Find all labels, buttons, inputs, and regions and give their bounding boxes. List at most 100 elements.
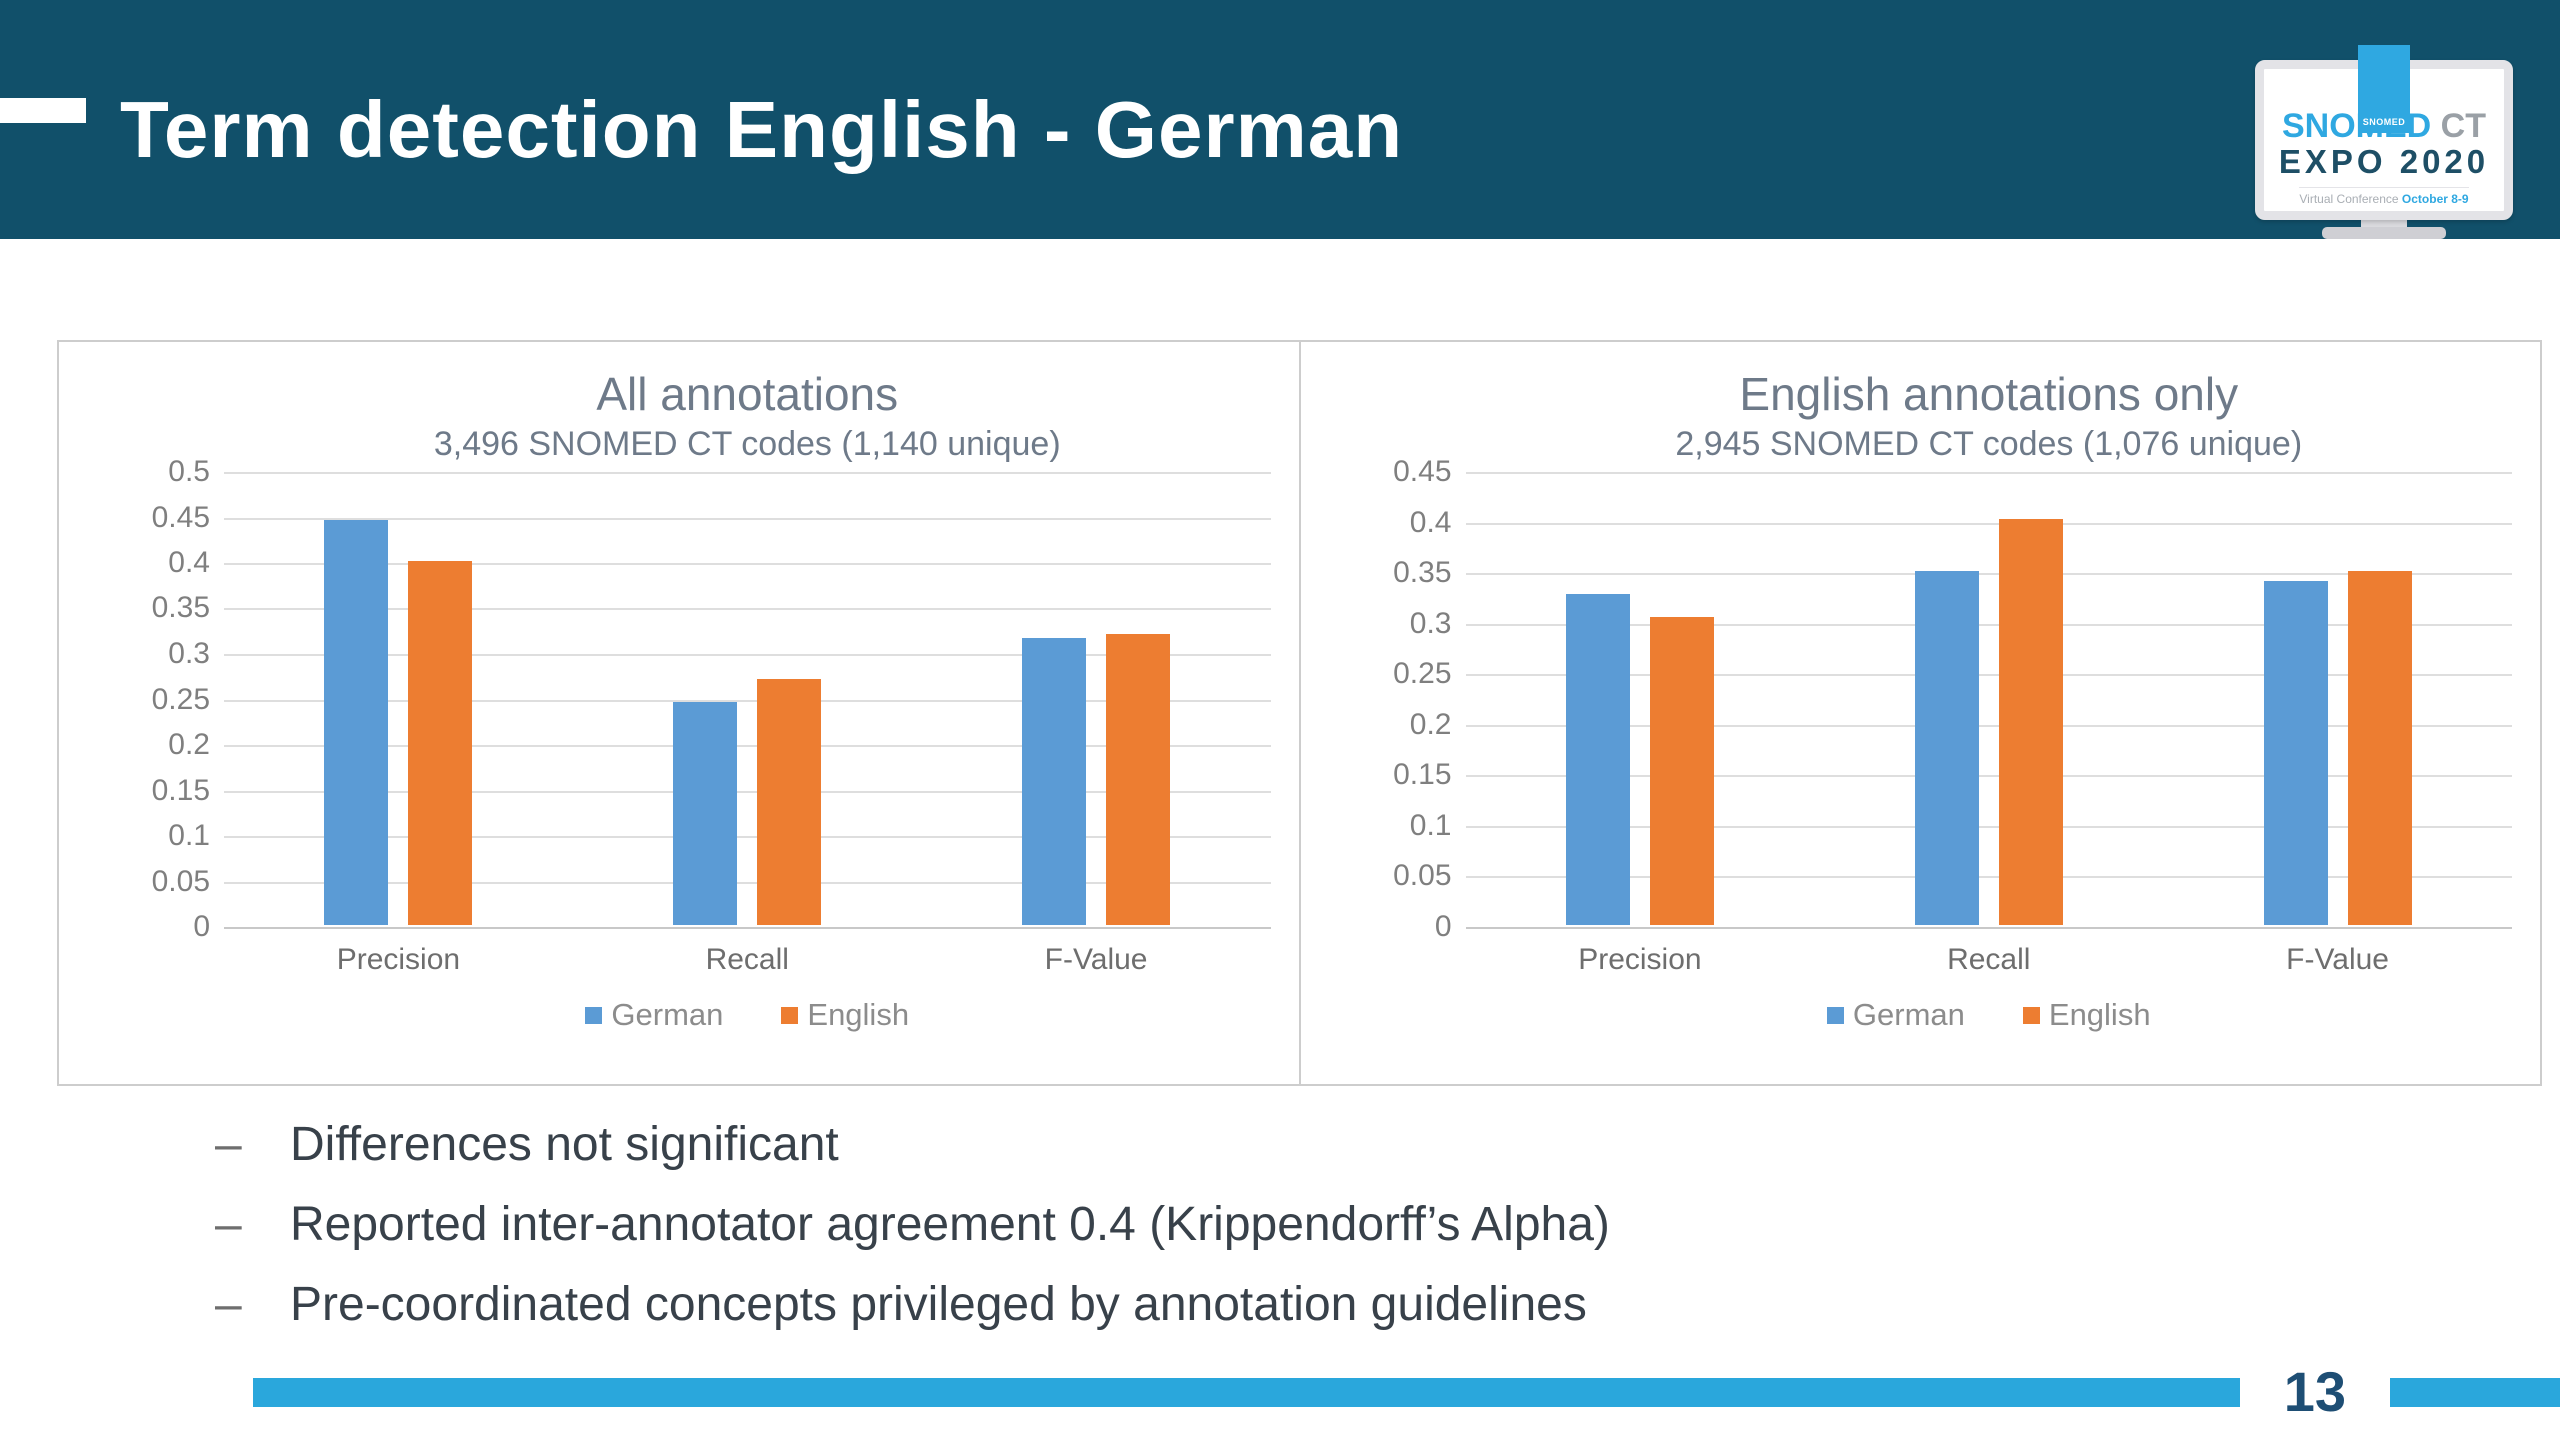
y-tick-label: 0.15	[1393, 758, 1452, 791]
bullet-text: Differences not significant	[290, 1118, 839, 1171]
gridline	[1465, 674, 2512, 676]
charts-container: All annotations 3,496 SNOMED CT codes (1…	[57, 340, 2542, 1086]
logo-screen: SNOMED CT EXPO 2020 Virtual Conference O…	[2264, 69, 2504, 211]
gridline	[224, 654, 1271, 656]
bar-group-precision	[1565, 594, 1714, 925]
plot-area	[224, 472, 1271, 929]
bar-german-recall	[673, 702, 738, 925]
y-tick-label: 0.35	[1393, 556, 1452, 589]
page-number: 13	[2283, 1360, 2346, 1423]
y-tick-label: 0	[193, 910, 210, 943]
chart-title: English annotations only	[1739, 368, 2239, 420]
plot-area	[1465, 472, 2512, 929]
gridline	[224, 791, 1271, 793]
y-tick-label: 0.25	[151, 683, 210, 716]
legend-label-english: English	[807, 997, 910, 1032]
x-axis-labels: Precision Recall F-Value	[1466, 927, 2513, 983]
legend-item-german: German	[585, 997, 723, 1033]
gridline	[224, 563, 1271, 565]
y-axis: 0 0.05 0.1 0.15 0.2 0.25 0.3 0.35 0.4 0.45 0.5	[59, 455, 224, 943]
bullet-list: – Differences not significant – Reported…	[215, 1118, 2315, 1358]
bar-german-precision	[1565, 594, 1630, 925]
y-tick-label: 0.45	[1393, 455, 1452, 488]
x-category-label: F-Value	[1044, 943, 1148, 976]
logo-text-dates: October 8-9	[2401, 192, 2469, 206]
y-tick-label: 0.1	[1409, 809, 1452, 842]
legend-swatch-german	[1826, 1006, 1844, 1024]
bullet-dash: –	[215, 1118, 242, 1171]
bullet-text: Reported inter-annotator agreement 0.4 (…	[290, 1198, 1610, 1251]
footer: 13	[253, 1364, 2560, 1420]
bar-english-recall	[1998, 519, 2063, 925]
gridline	[224, 472, 1271, 474]
y-tick-label: 0.15	[151, 774, 210, 807]
gridline	[224, 518, 1271, 520]
chart-header: English annotations only 2,945 SNOMED CT…	[1466, 368, 2513, 464]
bar-german-recall	[1914, 571, 1979, 925]
legend-swatch-english	[2022, 1006, 2040, 1024]
expo-logo: SNOMED SNOMED CT EXPO 2020 Virtual Confe…	[2255, 40, 2513, 248]
logo-tab-text: SNOMED	[2362, 117, 2406, 127]
bar-group-recall	[673, 679, 822, 925]
gridline	[1465, 573, 2512, 575]
legend-item-english: English	[781, 997, 909, 1033]
gridline	[224, 745, 1271, 747]
legend-item-german: German	[1826, 997, 1965, 1033]
bar-german-f-value	[1022, 638, 1087, 925]
x-axis-labels: Precision Recall F-Value	[224, 927, 1271, 983]
y-tick-label: 0.35	[151, 591, 210, 624]
bar-english-f-value	[2347, 571, 2412, 925]
y-tick-label: 0.45	[151, 501, 210, 534]
bar-english-precision	[1649, 617, 1714, 925]
logo-stand-base	[2322, 227, 2446, 239]
y-tick-label: 0.4	[1409, 506, 1452, 539]
y-tick-label: 0	[1434, 910, 1452, 943]
legend-label-english: English	[2048, 997, 2151, 1032]
bar-english-recall	[757, 679, 822, 925]
gridline	[1465, 927, 2512, 929]
chart-panel-english-only: English annotations only 2,945 SNOMED CT…	[1301, 342, 2541, 1084]
gridline	[1465, 826, 2512, 828]
header-bar: Term detection English - German	[0, 0, 2560, 239]
chart-body: 0 0.05 0.1 0.15 0.2 0.25 0.3 0.35 0.4 0.45	[1301, 455, 2541, 943]
x-category-label: Precision	[1578, 943, 1702, 976]
legend: German English	[224, 997, 1271, 1033]
y-tick-label: 0.25	[1393, 657, 1452, 690]
y-tick-label: 0.2	[1409, 708, 1452, 741]
y-tick-label: 0.3	[168, 637, 210, 670]
gridline	[224, 608, 1271, 610]
y-tick-label: 0.1	[168, 819, 210, 852]
legend-swatch-german	[585, 1006, 603, 1024]
x-category-label: Recall	[705, 943, 789, 976]
y-tick-label: 0.4	[168, 546, 210, 579]
bar-group-recall	[1914, 519, 2063, 925]
y-tick-label: 0.3	[1409, 607, 1452, 640]
legend-label-german: German	[611, 997, 724, 1032]
legend-label-german: German	[1852, 997, 1965, 1032]
x-category-label: F-Value	[2286, 943, 2389, 976]
chart-body: 0 0.05 0.1 0.15 0.2 0.25 0.3 0.35 0.4 0.45 0.5	[59, 455, 1299, 943]
gridline	[224, 882, 1271, 884]
gridline	[224, 927, 1271, 929]
y-axis: 0 0.05 0.1 0.15 0.2 0.25 0.3 0.35 0.4 0.45	[1301, 455, 1466, 943]
gridline	[1465, 876, 2512, 878]
legend-swatch-english	[781, 1006, 799, 1024]
legend-item-english: English	[2022, 997, 2151, 1033]
logo-text-virtual: Virtual Conference October 8-9	[2299, 187, 2469, 206]
bullet-dash: –	[215, 1278, 242, 1331]
gridline	[1465, 472, 2512, 474]
bullet-item: – Reported inter-annotator agreement 0.4…	[215, 1198, 2315, 1252]
chart-panel-all-annotations: All annotations 3,496 SNOMED CT codes (1…	[59, 342, 1301, 1084]
x-category-label: Recall	[1947, 943, 2031, 976]
gridline	[1465, 775, 2512, 777]
bar-german-precision	[324, 520, 389, 925]
bullet-item: – Differences not significant	[215, 1118, 2315, 1172]
gridline	[1465, 725, 2512, 727]
bar-group-precision	[324, 520, 473, 925]
bullet-text: Pre-coordinated concepts privileged by a…	[290, 1278, 1587, 1331]
logo-text-expo: EXPO 2020	[2278, 143, 2490, 180]
bar-german-f-value	[2263, 581, 2328, 925]
chart-subtitle: 2,945 SNOMED CT codes (1,076 unique)	[1675, 425, 2303, 463]
bullet-item: – Pre-coordinated concepts privileged by…	[215, 1278, 2315, 1332]
